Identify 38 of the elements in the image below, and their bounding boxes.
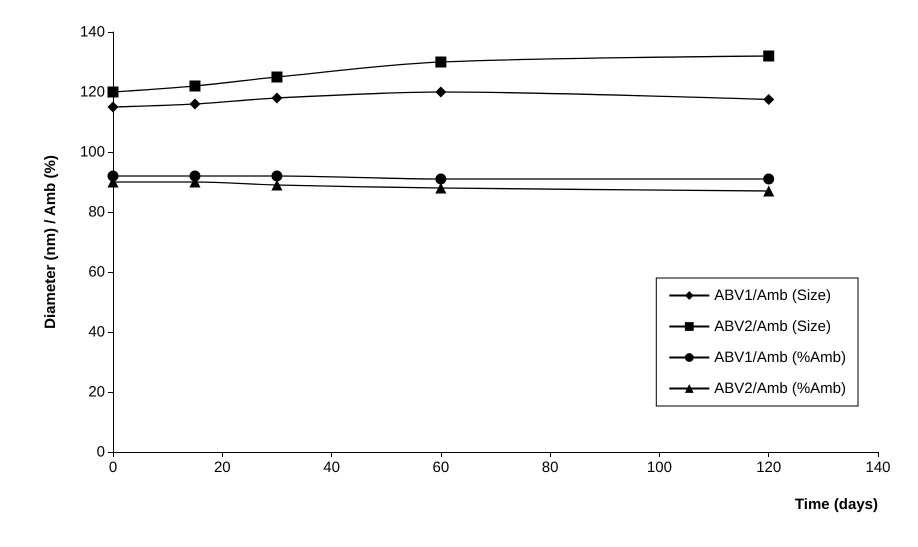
x-tick-label: 20 [214,459,231,476]
legend-label: ABV1/Amb (%Amb) [714,349,846,366]
point [763,94,774,105]
point [189,80,200,92]
y-tick-label: 140 [80,24,105,40]
y-tick-label: 120 [80,84,105,100]
y-tick-label: 20 [88,384,105,400]
point [108,102,118,112]
legend-label: ABV2/Amb (%Amb) [714,380,846,397]
x-axis-title: Time (days) [794,496,878,513]
y-tick-label: 60 [88,264,105,280]
x-tick-label: 120 [756,459,782,476]
legend-label: ABV2/Amb (Size) [714,318,832,335]
point [108,86,118,98]
x-tick-label: 80 [542,459,558,476]
point [271,92,282,104]
x-tick-label: 140 [865,459,891,476]
point [271,72,282,82]
x-tick-label: 0 [108,459,118,476]
y-axis-title: Diameter (nm) / Amb (%) [42,155,59,329]
point [271,170,282,182]
y-tick-label: 0 [96,444,105,460]
point [435,182,446,194]
x-tick-label: 40 [323,459,340,476]
point [763,186,774,196]
point [763,174,774,184]
x-tick-label: 100 [646,459,672,476]
y-tick-label: 80 [88,204,105,220]
point [435,56,446,68]
y-tick-label: 100 [80,144,105,160]
point [189,98,200,110]
x-tick-label: 60 [432,459,450,476]
y-tick-label: 40 [88,324,105,340]
point [435,174,446,184]
point [271,180,282,190]
point [435,86,446,98]
legend-label: ABV1/Amb (Size) [714,287,832,304]
point [763,50,774,62]
